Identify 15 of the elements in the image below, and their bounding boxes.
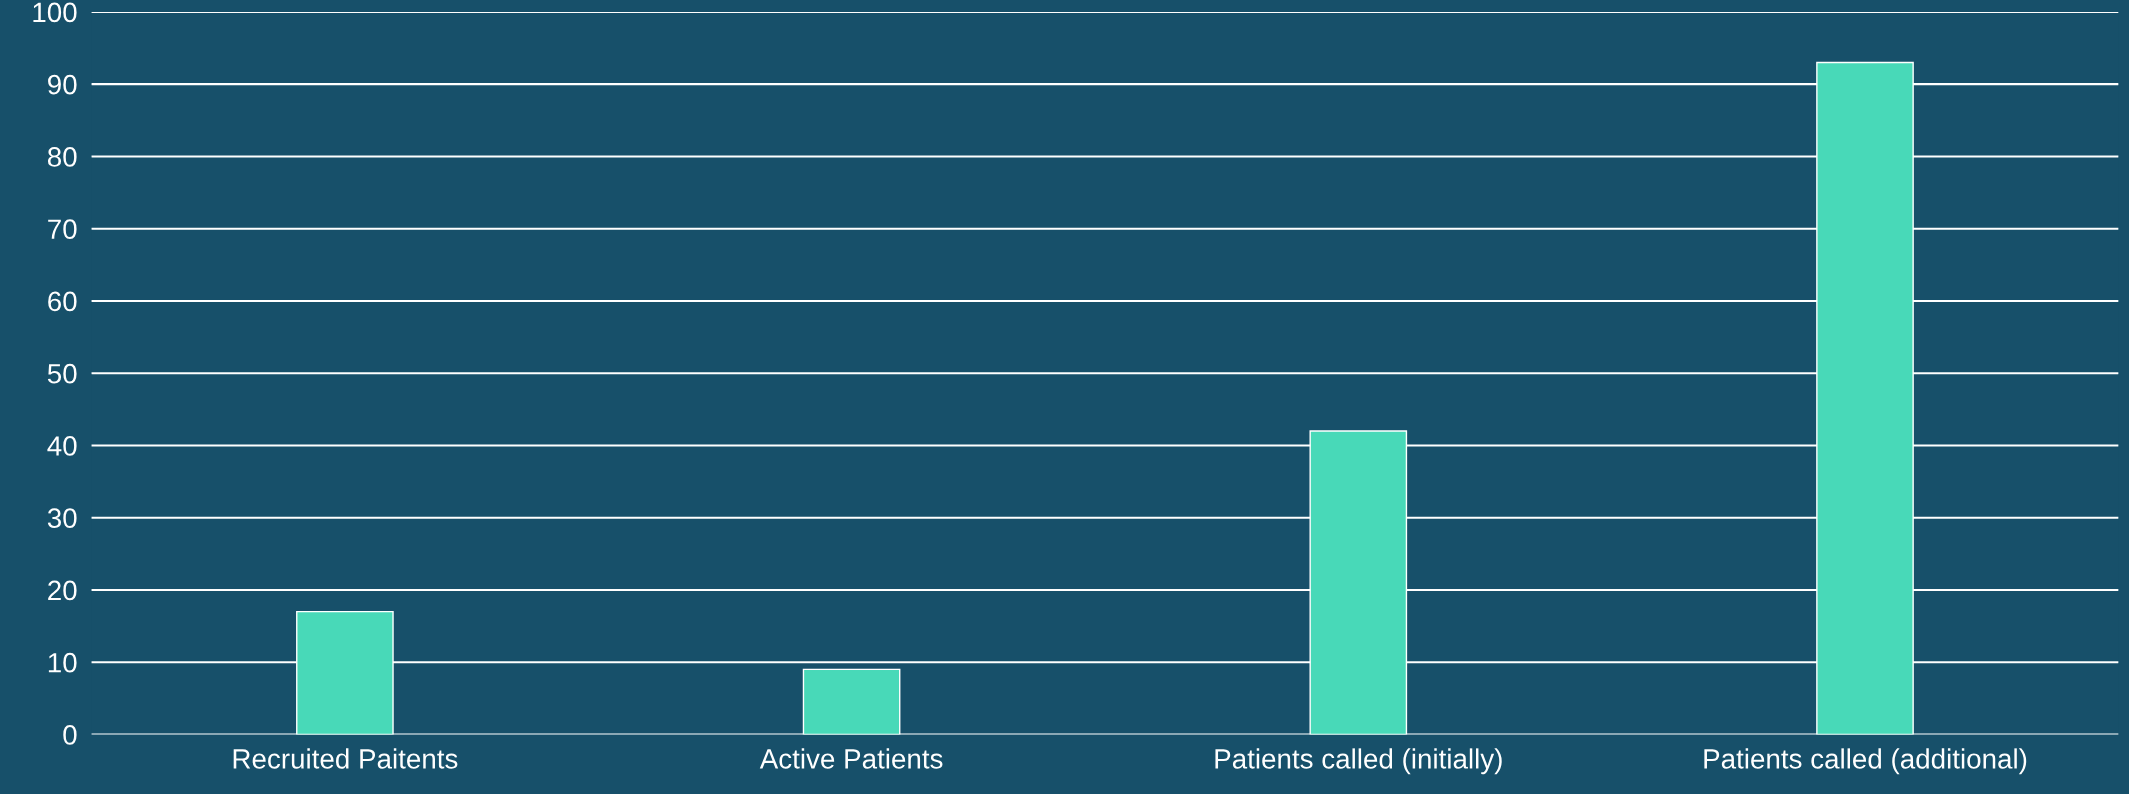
y-tick-label: 90 xyxy=(48,74,77,95)
y-tick-label: 50 xyxy=(47,363,77,384)
y-tick-label: 40 xyxy=(47,436,77,456)
y-tick-label: 10 xyxy=(48,652,77,673)
y-tick-label: 60 xyxy=(48,291,77,312)
x-tick-label: Patients called (initially) xyxy=(1215,748,1502,775)
x-tick-label: Patients called (additional) xyxy=(1704,748,2027,775)
y-tick-label: 70 xyxy=(48,219,77,240)
y-tick-label: 0 xyxy=(63,725,77,745)
y-tick-label: 80 xyxy=(47,147,77,167)
y-tick-label: 30 xyxy=(47,508,77,529)
y-tick-label: 100 xyxy=(33,2,77,23)
y-tick-label: 20 xyxy=(48,580,77,601)
x-tick-label: Recruited Paitents xyxy=(233,748,458,769)
x-tick-label: Active Patients xyxy=(759,748,943,769)
